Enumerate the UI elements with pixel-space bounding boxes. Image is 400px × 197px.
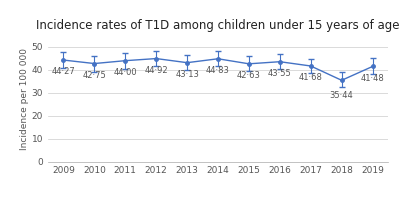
Text: 43·13: 43·13 (175, 70, 199, 79)
Title: Incidence rates of T1D among children under 15 years of age: Incidence rates of T1D among children un… (36, 19, 400, 32)
Text: 44·92: 44·92 (144, 66, 168, 75)
Text: 43·55: 43·55 (268, 69, 292, 78)
Text: 42·63: 42·63 (237, 71, 261, 80)
Text: 42·75: 42·75 (82, 71, 106, 80)
Y-axis label: Incidence per 100 000: Incidence per 100 000 (20, 47, 29, 150)
Text: 44·83: 44·83 (206, 66, 230, 75)
Text: 35·44: 35·44 (330, 91, 354, 100)
Text: 41·48: 41·48 (361, 74, 384, 83)
Text: 41·68: 41·68 (299, 73, 323, 82)
Text: 44·27: 44·27 (52, 67, 75, 76)
Text: 44·00: 44·00 (114, 68, 137, 77)
